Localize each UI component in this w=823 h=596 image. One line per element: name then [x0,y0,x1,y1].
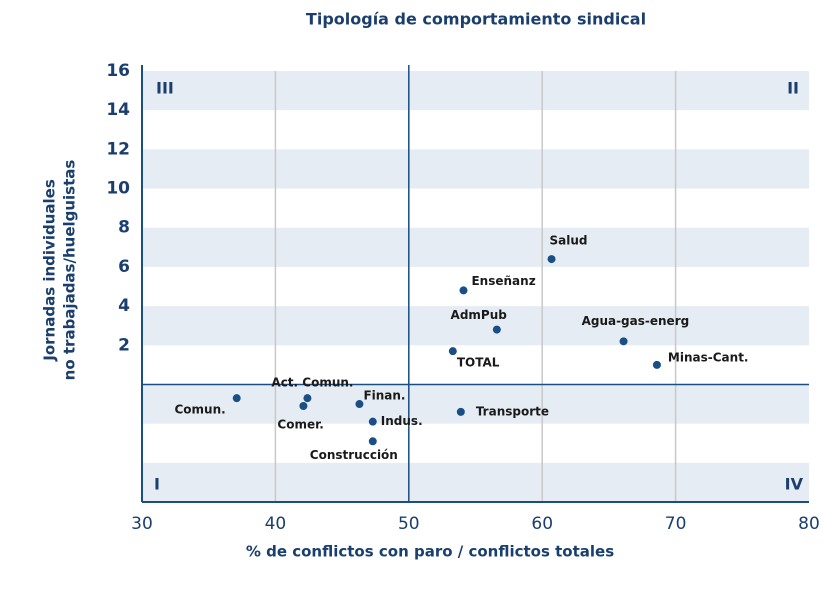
quadrant-label: IV [785,475,804,494]
y-tick-label: 16 [106,61,130,81]
chart-title: Tipología de comportamiento sindical [306,10,646,29]
point [652,360,661,369]
point-label: Construcción [310,448,398,462]
quadrant-label: I [154,475,160,494]
point-label: Salud [550,234,588,248]
y-axis-title-line: Jornadas individuales [41,179,59,362]
point [355,400,364,409]
x-tick-label: 70 [665,514,687,534]
y-tick-label: 4 [118,296,130,316]
point-label: AdmPub [451,308,508,322]
y-tick-label: 12 [106,139,130,159]
y-tick-label: 8 [118,218,130,238]
y-axis-title-line: no trabajadas/huelguistas [61,160,79,381]
y-tick-label: 2 [118,335,130,355]
point-label: TOTAL [457,356,500,370]
point [448,347,457,356]
point-label: Act. Comun. [271,376,353,390]
point [303,394,312,403]
point [232,394,241,403]
x-tick-label: 50 [398,514,420,534]
x-tick-label: 30 [131,514,153,534]
band [142,149,809,189]
point-label: Minas-Cant. [668,350,749,364]
y-axis-title: Jornadas individuales no trabajadas/huel… [41,160,79,381]
point-label: Finan. [363,389,405,403]
point [459,286,468,295]
band [142,462,809,502]
quadrant-label: II [787,79,799,98]
point-label: Enseñanz [471,274,535,288]
point-label: Indus. [381,414,423,428]
point-label: Comer. [277,418,323,432]
x-tick-label: 60 [531,514,553,534]
x-axis-title: % de conflictos con paro / conflictos to… [246,543,614,561]
point [492,325,501,334]
band [142,227,809,267]
x-tick-label: 40 [265,514,287,534]
point [619,337,628,346]
y-tick-label: 10 [106,179,130,199]
x-tick-label: 80 [798,514,820,534]
point [368,417,377,426]
band [142,306,809,346]
point [368,437,377,446]
band [142,384,809,424]
point [299,402,308,411]
point-label: Transporte [476,404,549,418]
point [456,407,465,416]
point-label: Comun. [175,403,226,417]
y-tick-label: 14 [106,100,130,120]
y-tick-label: 6 [118,257,130,277]
point [547,255,556,264]
point-label: Agua-gas-energ [582,314,690,328]
band [142,71,809,111]
quadrant-label: III [156,79,174,98]
